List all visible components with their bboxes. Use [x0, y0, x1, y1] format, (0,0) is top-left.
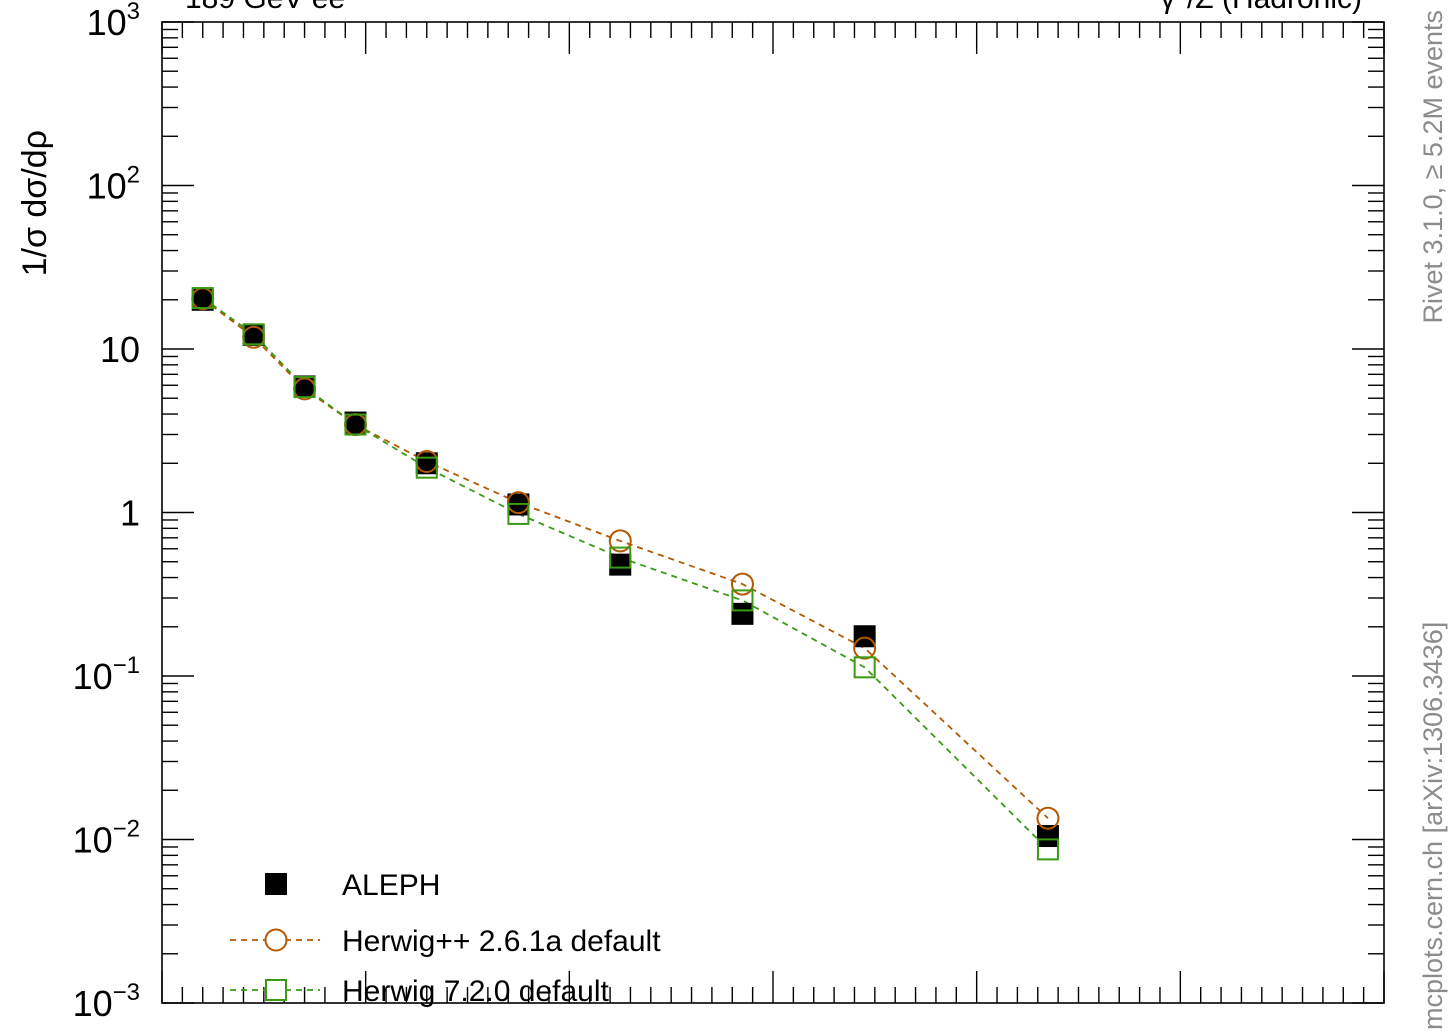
legend-item: Herwig 7.2.0 default: [230, 975, 609, 1008]
data-point-herwig7: [853, 656, 876, 679]
y-tick-label: 103: [87, 0, 140, 43]
data-point-herwig7: [293, 376, 316, 399]
y-axis-label: 1/σ dσ/dρ: [16, 130, 54, 276]
series-lines: [202, 297, 1049, 851]
legend-label: Herwig 7.2.0 default: [342, 975, 609, 1008]
data-point-aleph: [853, 625, 876, 648]
legend-item: ALEPH: [265, 869, 440, 902]
legend-marker-aleph: [265, 873, 287, 895]
data-point-herwigpp: [1036, 806, 1060, 830]
y-tick-label: 10−1: [73, 652, 140, 697]
axes-frame: [161, 21, 1385, 1004]
data-point-herwig7: [415, 456, 438, 479]
legend: ALEPH Herwig++ 2.6.1a default Herwig 7.2.0…: [230, 869, 661, 1008]
data-point-herwig7: [507, 502, 530, 525]
left-title: 189 GeV ee: [185, 0, 345, 15]
series-markers: [191, 287, 1060, 861]
source-label: mcplots.cern.ch [arXiv:1306.3436]: [1418, 622, 1448, 1030]
right-title: γ*/Z (Hadronic): [1160, 0, 1362, 15]
legend-marker-herwigpp: [264, 928, 288, 952]
data-point-aleph: [344, 411, 367, 434]
data-point-herwigpp: [506, 491, 530, 515]
rivet-label: Rivet 3.1.0, ≥ 5.2M events: [1418, 10, 1448, 323]
data-point-aleph: [1036, 825, 1059, 848]
plot-frame: [161, 21, 1385, 1004]
data-point-herwigpp: [730, 572, 754, 596]
series-line-1: [202, 298, 1049, 819]
data-point-aleph: [731, 602, 754, 625]
data-point-herwig7: [344, 413, 367, 436]
data-point-herwig7: [242, 323, 265, 346]
y-tick-label: 1: [120, 493, 140, 534]
data-point-herwigpp: [853, 636, 877, 660]
data-point-herwig7: [1036, 838, 1059, 861]
y-tick-label: 10−2: [73, 816, 140, 861]
data-point-aleph: [609, 553, 632, 576]
legend-label: ALEPH: [342, 869, 440, 902]
data-point-herwigpp: [608, 529, 632, 553]
legend-marker-herwig7: [265, 979, 287, 1001]
data-point-herwig7: [191, 287, 214, 310]
legend-label: Herwig++ 2.6.1a default: [342, 925, 661, 958]
data-point-herwig7: [731, 589, 754, 612]
y-tick-label: 102: [87, 162, 140, 207]
data-point-herwig7: [609, 546, 632, 569]
axis-ticks: [161, 21, 1385, 1004]
y-tick-label: 10: [100, 329, 140, 370]
y-tick-label: 10−3: [73, 979, 140, 1024]
data-point-aleph: [191, 288, 214, 311]
series-line-2: [202, 297, 1049, 851]
legend-item: Herwig++ 2.6.1a default: [230, 925, 661, 958]
